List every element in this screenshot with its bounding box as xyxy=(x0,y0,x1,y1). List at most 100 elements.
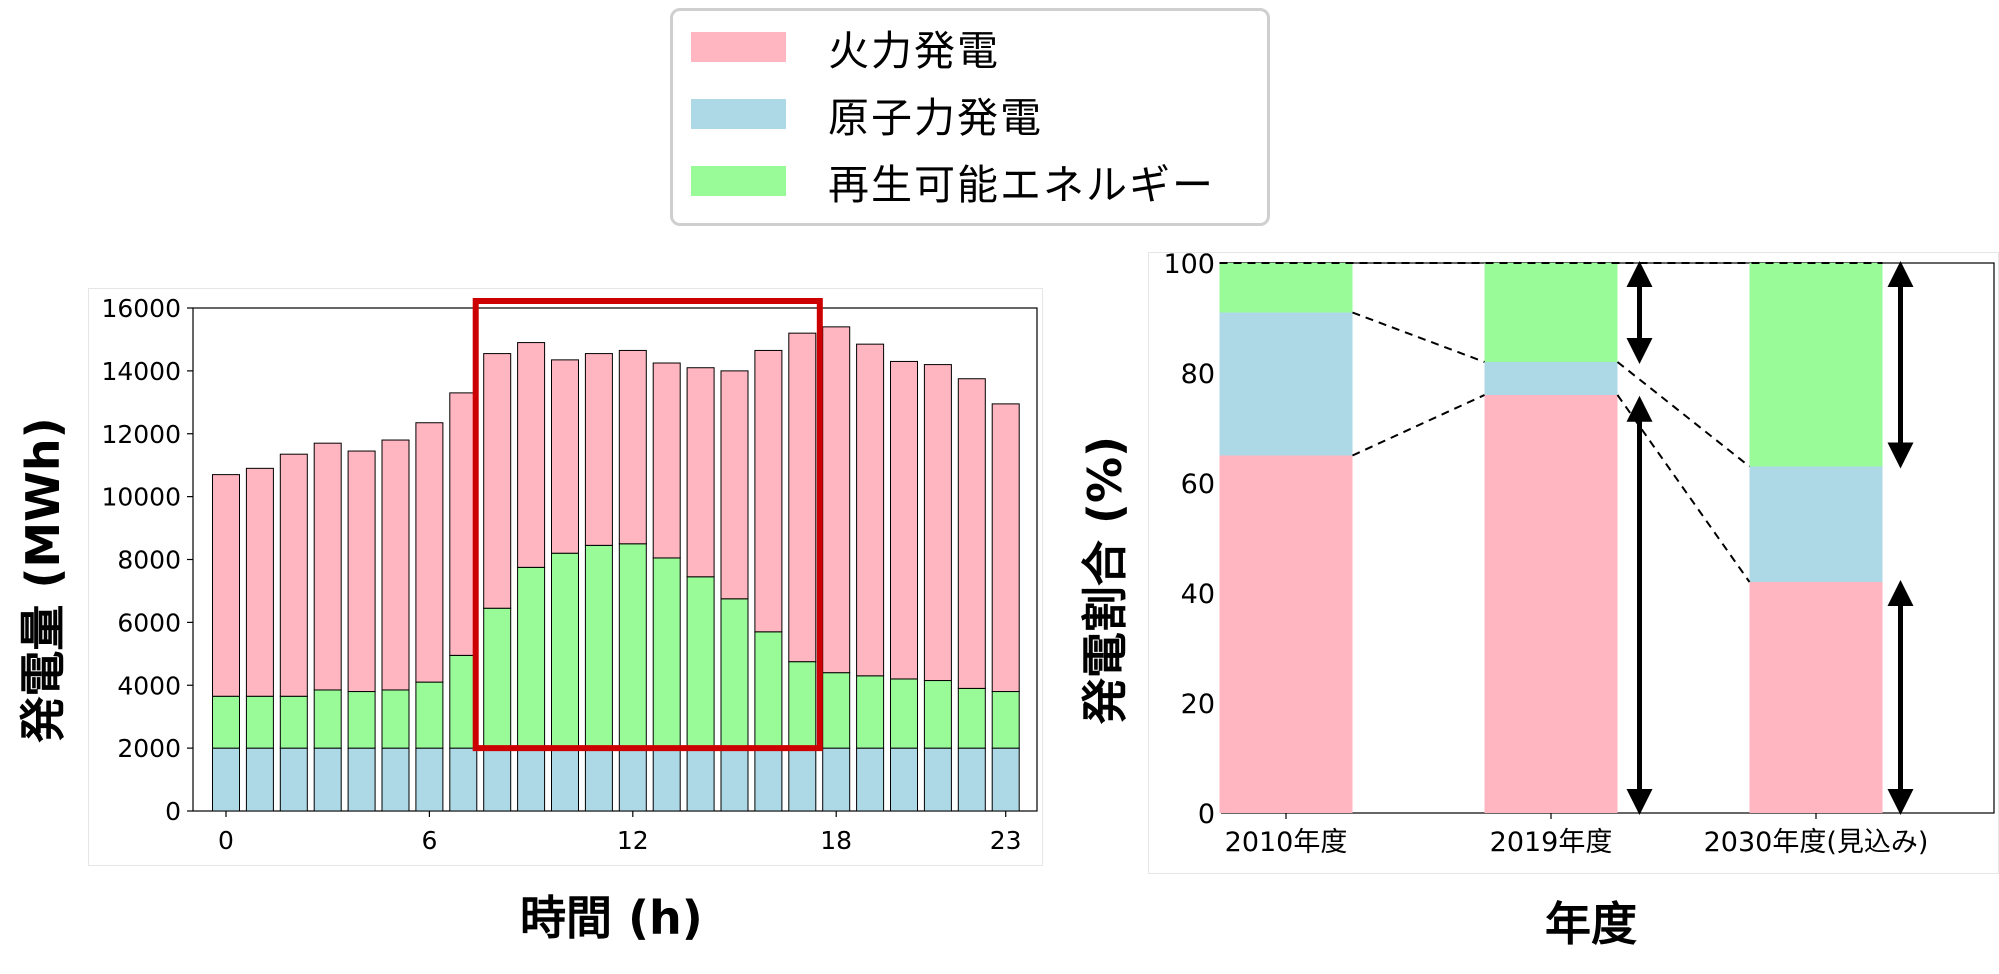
bar-segment xyxy=(991,691,1020,749)
bar-segment xyxy=(1484,362,1618,395)
legend-swatch-renewable xyxy=(691,166,786,196)
bar-segment xyxy=(856,343,885,677)
bar-segment xyxy=(822,326,851,674)
bar-segment xyxy=(415,747,444,812)
bar-segment xyxy=(856,747,885,812)
bar-segment xyxy=(822,747,851,812)
bar-segment xyxy=(686,367,715,578)
legend-swatch-nuclear xyxy=(691,99,786,129)
bar-segment xyxy=(1749,466,1883,582)
bar-segment xyxy=(923,747,952,812)
bar-segment xyxy=(720,370,749,600)
bar-segment xyxy=(212,695,240,749)
bar-segment xyxy=(652,557,681,749)
bar-segment xyxy=(245,467,274,697)
hourly-generation-chart: 0 2000 4000 6000 8000 10000 12000 14000 16000 0 6 1… xyxy=(88,288,1043,866)
y-tick-label: 80 xyxy=(1181,359,1215,390)
left-y-axis-label-wrap: 発電量 (MWh) xyxy=(0,417,80,742)
bar-segment xyxy=(381,689,410,749)
bar-segment xyxy=(1749,582,1883,813)
y-tick-label: 10000 xyxy=(101,483,181,512)
bar-segment xyxy=(415,422,444,683)
x-tick-label: 2030年度(見込み) xyxy=(1704,827,1929,858)
connector-dashed-line xyxy=(1616,361,1751,468)
bar-segment xyxy=(517,566,546,749)
bar-segment xyxy=(991,747,1020,812)
arrow-head xyxy=(1887,580,1914,606)
bar-segment xyxy=(381,747,410,812)
x-tick-label: 2019年度 xyxy=(1490,827,1613,858)
bar-segment xyxy=(957,687,986,749)
bar-segment xyxy=(720,747,749,812)
right-x-axis-label: 年度 xyxy=(1545,897,1637,951)
bar-segment xyxy=(1484,263,1618,362)
bar-segment xyxy=(1219,312,1353,456)
bar-segment xyxy=(347,450,376,693)
bar-segment xyxy=(618,349,647,545)
bar-segment xyxy=(517,342,546,568)
arrow-head xyxy=(1887,789,1914,815)
y-tick-label: 6000 xyxy=(117,608,181,637)
bar-segment xyxy=(618,543,647,749)
right-y-axis-label: 発電割合 (%) xyxy=(1078,435,1132,725)
bar-segment xyxy=(517,747,546,812)
bar-segment xyxy=(313,747,342,812)
double-arrow xyxy=(1887,580,1914,815)
bar-segment xyxy=(652,747,681,812)
bar-segment xyxy=(551,747,579,812)
bar-segment xyxy=(856,675,885,749)
connector-dashed-line xyxy=(1616,394,1751,583)
x-tick-label: 18 xyxy=(820,826,852,855)
arrow-head xyxy=(1887,442,1914,469)
bar-segment xyxy=(720,598,749,749)
y-tick-label: 20 xyxy=(1181,689,1215,720)
bar-segment xyxy=(923,364,952,682)
y-tick-label: 14000 xyxy=(101,357,181,386)
legend-item-thermal: 火力発電 xyxy=(691,27,1000,75)
y-tick-label: 12000 xyxy=(101,420,181,449)
legend-swatch-thermal xyxy=(691,32,786,62)
bar-segment xyxy=(957,747,986,812)
bar-segment xyxy=(686,576,715,749)
bar-segment xyxy=(923,680,952,749)
bar-segment xyxy=(890,747,918,812)
bar-segment xyxy=(449,392,478,656)
highlight-box xyxy=(472,298,823,752)
y-tick-label: 0 xyxy=(1198,799,1215,830)
bar-segment xyxy=(415,681,444,749)
arrow-head xyxy=(1626,395,1653,422)
bar-segment xyxy=(279,453,308,697)
bar-segment xyxy=(551,359,579,554)
right-y-axis-label-wrap: 発電割合 (%) xyxy=(1062,420,1142,740)
bar-segment xyxy=(686,747,715,812)
bar-segment xyxy=(957,378,986,689)
bar-segment xyxy=(652,362,681,559)
bar-segment xyxy=(245,747,274,812)
bar-segment xyxy=(212,747,240,812)
bar-segment xyxy=(313,442,342,691)
y-tick-label: 2000 xyxy=(117,734,181,763)
y-tick-label: 16000 xyxy=(101,294,181,323)
bar-segment xyxy=(890,678,918,749)
bar-segment xyxy=(584,544,613,749)
generation-share-plot: 0 20 40 60 80 100 2010年度 2019年度 2030年度(見込み) xyxy=(1163,249,1995,858)
arrow-head xyxy=(1626,789,1653,815)
bar-segment xyxy=(483,353,512,609)
arrow-head xyxy=(1887,261,1914,287)
y-tick-label: 0 xyxy=(165,797,181,826)
double-arrow xyxy=(1626,261,1653,364)
bar-segment xyxy=(551,552,579,749)
bar-segment xyxy=(890,360,918,680)
bar-segment xyxy=(279,747,308,812)
legend-label-renewable: 再生可能エネルギー xyxy=(828,161,1215,209)
bar-segment xyxy=(449,747,478,812)
y-tick-label: 60 xyxy=(1181,469,1215,500)
bar-segment xyxy=(347,747,376,812)
chart-legend: 火力発電 原子力発電 再生可能エネルギー xyxy=(670,8,1270,226)
bar-segment xyxy=(788,332,817,663)
x-tick-label: 12 xyxy=(617,826,649,855)
bar-segment xyxy=(1219,455,1353,813)
bar-segment xyxy=(584,747,613,812)
legend-item-renewable: 再生可能エネルギー xyxy=(691,161,1215,209)
bar-segment xyxy=(1484,395,1618,813)
